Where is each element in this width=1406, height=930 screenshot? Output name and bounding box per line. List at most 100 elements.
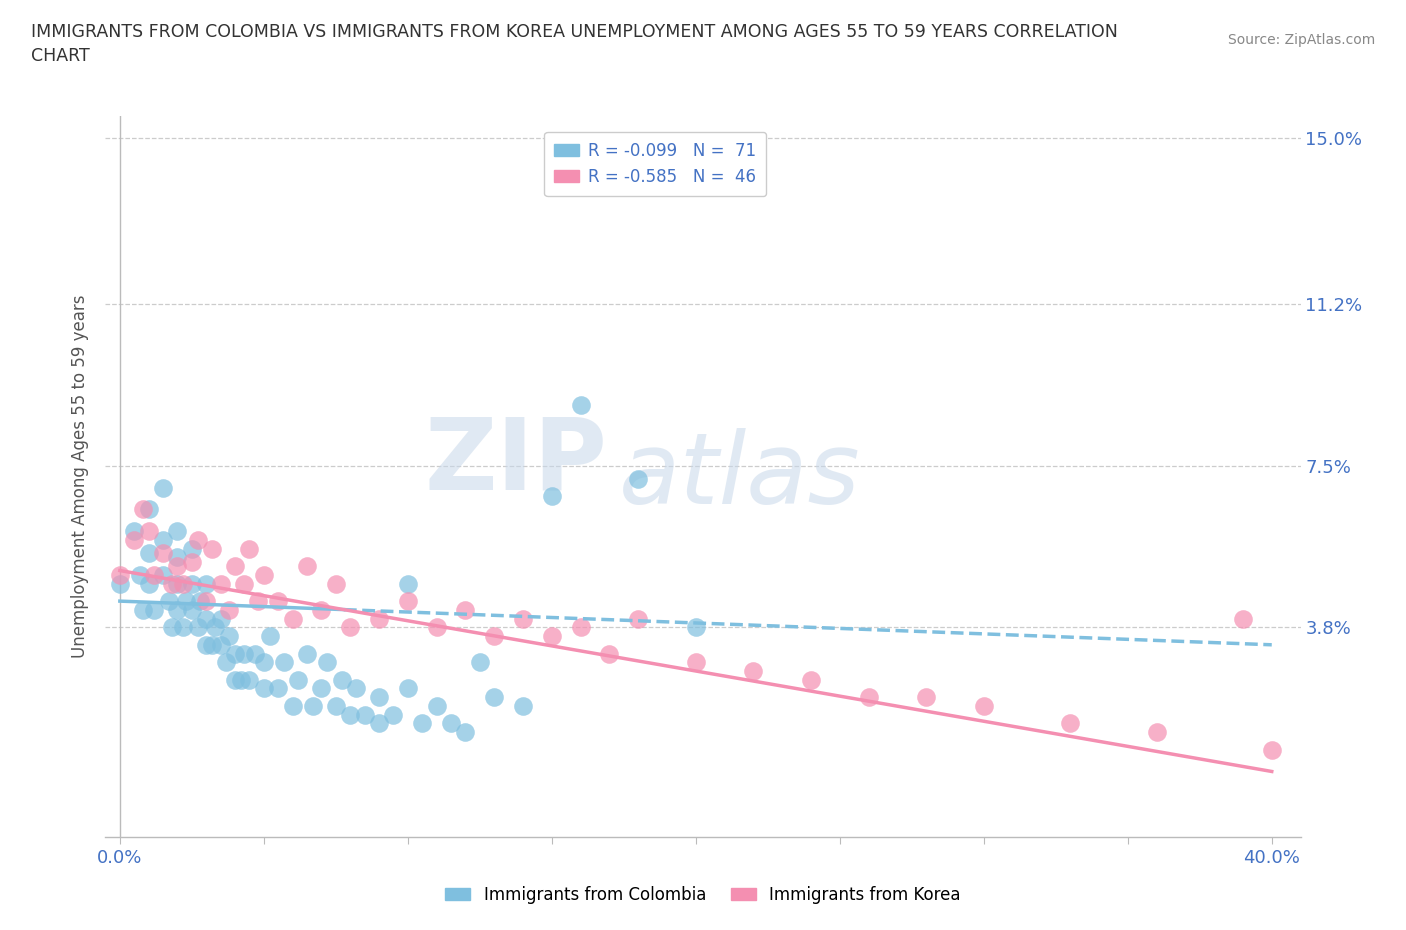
Point [259, 629, 281, 644]
Point [685, 620, 707, 635]
Point [218, 629, 240, 644]
Point [166, 559, 188, 574]
Text: Source: ZipAtlas.com: Source: ZipAtlas.com [1227, 33, 1375, 46]
Point [396, 681, 419, 696]
Point [166, 524, 188, 538]
Point [122, 524, 145, 538]
Text: atlas: atlas [619, 428, 860, 525]
Point [311, 603, 333, 618]
Point [138, 524, 160, 538]
Point [187, 533, 209, 548]
Point [172, 577, 194, 591]
Point [152, 567, 174, 582]
Point [157, 593, 180, 608]
Point [180, 541, 202, 556]
Point [190, 593, 212, 608]
Point [232, 577, 254, 591]
Text: IMMIGRANTS FROM COLOMBIA VS IMMIGRANTS FROM KOREA UNEMPLOYMENT AMONG AGES 55 TO : IMMIGRANTS FROM COLOMBIA VS IMMIGRANTS F… [31, 23, 1118, 65]
Point [166, 577, 188, 591]
Point [344, 681, 367, 696]
Point [195, 611, 218, 626]
Point [201, 637, 224, 652]
Legend: R = -0.099   N =  71, R = -0.585   N =  46: R = -0.099 N = 71, R = -0.585 N = 46 [544, 132, 766, 196]
Point [187, 620, 209, 635]
Point [287, 672, 309, 687]
Point [339, 707, 361, 722]
Point [253, 681, 276, 696]
Point [238, 672, 260, 687]
Point [281, 698, 304, 713]
Point [166, 603, 188, 618]
Point [229, 672, 252, 687]
Point [325, 698, 347, 713]
Point [132, 502, 155, 517]
Point [426, 698, 449, 713]
Point [295, 646, 318, 661]
Point [152, 480, 174, 495]
Point [143, 567, 166, 582]
Point [1232, 611, 1254, 626]
Point [218, 603, 240, 618]
Point [800, 672, 823, 687]
Point [973, 698, 995, 713]
Point [172, 620, 194, 635]
Point [138, 546, 160, 561]
Point [1261, 742, 1284, 757]
Point [1059, 716, 1081, 731]
Point [129, 567, 152, 582]
Point [685, 655, 707, 670]
Point [152, 546, 174, 561]
Point [396, 593, 419, 608]
Point [454, 603, 477, 618]
Point [353, 707, 375, 722]
Point [204, 620, 226, 635]
Point [411, 716, 433, 731]
Point [209, 637, 232, 652]
Point [440, 716, 463, 731]
Point [1146, 724, 1168, 739]
Point [858, 690, 880, 705]
Point [330, 672, 353, 687]
Point [368, 690, 391, 705]
Point [201, 541, 224, 556]
Point [166, 550, 188, 565]
Point [209, 577, 232, 591]
Point [273, 655, 295, 670]
Point [598, 646, 620, 661]
Point [382, 707, 405, 722]
Point [174, 593, 197, 608]
Point [195, 577, 218, 591]
Point [253, 567, 276, 582]
Point [512, 611, 534, 626]
Legend: Immigrants from Colombia, Immigrants from Korea: Immigrants from Colombia, Immigrants fro… [439, 879, 967, 910]
Point [484, 690, 506, 705]
Point [915, 690, 938, 705]
Point [512, 698, 534, 713]
Point [281, 611, 304, 626]
Point [627, 611, 650, 626]
Point [122, 533, 145, 548]
Point [215, 655, 238, 670]
Point [316, 655, 339, 670]
Point [468, 655, 491, 670]
Point [108, 577, 131, 591]
Point [232, 646, 254, 661]
Point [195, 593, 218, 608]
Point [396, 577, 419, 591]
Point [224, 646, 246, 661]
Point [152, 533, 174, 548]
Point [195, 637, 218, 652]
Point [138, 502, 160, 517]
Y-axis label: Unemployment Among Ages 55 to 59 years: Unemployment Among Ages 55 to 59 years [72, 295, 90, 658]
Point [180, 554, 202, 569]
Point [180, 577, 202, 591]
Point [132, 603, 155, 618]
Point [209, 611, 232, 626]
Point [224, 559, 246, 574]
Point [143, 603, 166, 618]
Point [311, 681, 333, 696]
Text: ZIP: ZIP [425, 414, 607, 511]
Point [339, 620, 361, 635]
Point [245, 646, 267, 661]
Point [301, 698, 323, 713]
